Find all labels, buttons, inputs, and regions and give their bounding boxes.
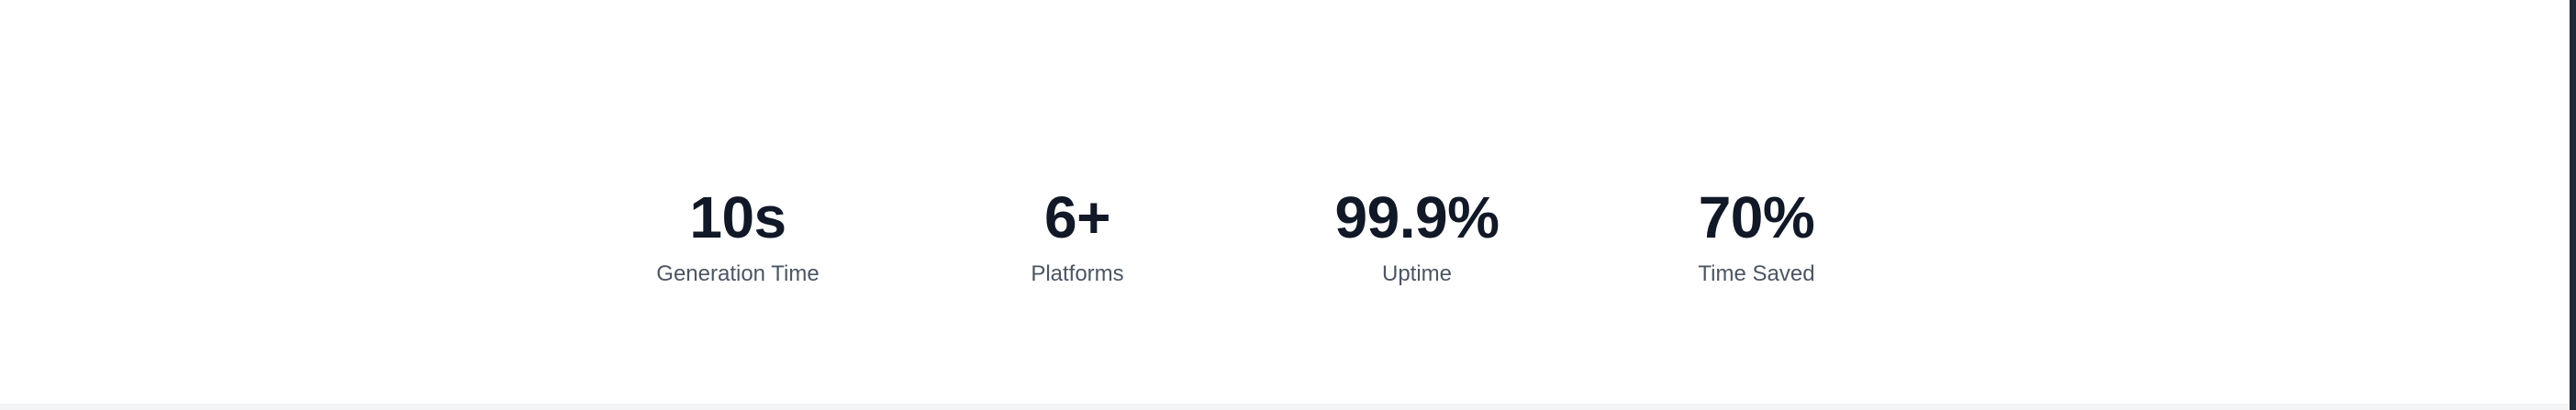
stat-time-saved: 70% Time Saved (1587, 185, 1926, 295)
bottom-strip (0, 404, 2570, 410)
stat-uptime: 99.9% Uptime (1247, 185, 1587, 295)
stat-label: Generation Time (656, 261, 820, 286)
stat-generation-time: 10s Generation Time (568, 185, 908, 295)
stat-label: Uptime (1381, 261, 1453, 286)
stat-value: 6+ (1044, 184, 1110, 250)
stat-label: Time Saved (1698, 261, 1815, 286)
stat-platforms: 6+ Platforms (908, 185, 1247, 295)
stat-label: Platforms (1031, 261, 1124, 286)
stats-row: 10s Generation Time 6+ Platforms 99.9% U… (568, 185, 1926, 295)
stat-value: 70% (1698, 184, 1815, 250)
stat-value: 99.9% (1334, 184, 1500, 250)
window-right-edge (2570, 0, 2576, 410)
stat-value: 10s (689, 184, 786, 250)
